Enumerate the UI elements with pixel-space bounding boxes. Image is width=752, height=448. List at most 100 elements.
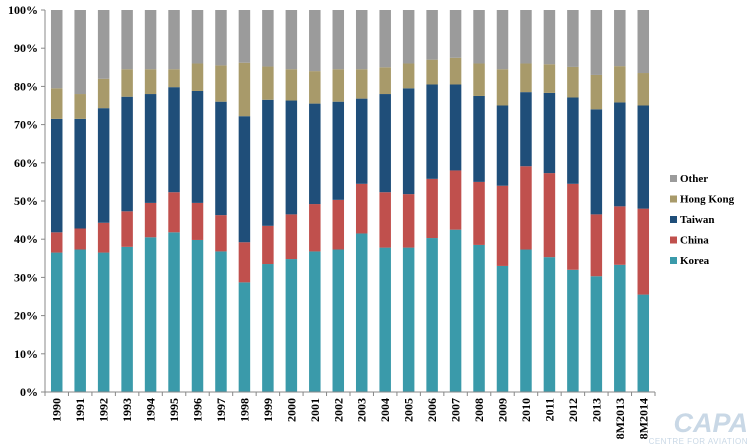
bar-segment-hong-kong-2005 bbox=[402, 63, 415, 89]
bar-segment-korea-2002 bbox=[332, 249, 345, 392]
bar-segment-hong-kong-2013 bbox=[590, 74, 603, 110]
bar-segment-korea-2011 bbox=[543, 257, 556, 392]
x-tick-label: 2000 bbox=[284, 398, 298, 422]
bar-segment-taiwan-2011 bbox=[543, 92, 556, 174]
bar-segment-taiwan-1997 bbox=[215, 101, 227, 216]
bar-segment-china-2005 bbox=[402, 194, 415, 248]
bar-segment-china-1990 bbox=[50, 232, 63, 253]
bar-segment-china-1998 bbox=[238, 242, 251, 283]
x-tick-label: 2001 bbox=[308, 398, 322, 422]
bar-segment-china-8m2013 bbox=[614, 206, 626, 265]
bar-segment-other-2009 bbox=[496, 10, 509, 70]
x-tick-label: 2012 bbox=[566, 398, 580, 422]
bar-segment-china-2012 bbox=[567, 183, 579, 270]
bar-segment-hong-kong-2011 bbox=[543, 64, 556, 93]
bar-segment-other-2001 bbox=[309, 10, 321, 72]
bar-segment-taiwan-2001 bbox=[309, 103, 321, 205]
bar-segment-hong-kong-1995 bbox=[168, 69, 180, 88]
bar-segment-china-1997 bbox=[215, 215, 227, 252]
x-tick-label: 2003 bbox=[355, 398, 369, 422]
bar-segment-korea-2004 bbox=[379, 247, 391, 392]
bar-segment-china-1994 bbox=[144, 202, 157, 238]
bar-segment-taiwan-1994 bbox=[144, 94, 157, 203]
bar-segment-taiwan-2004 bbox=[379, 94, 391, 193]
bar-segment-other-1992 bbox=[97, 10, 110, 79]
bar-segment-china-1991 bbox=[74, 228, 86, 250]
y-tick-label: 10% bbox=[14, 347, 38, 361]
bar-segment-korea-1994 bbox=[144, 237, 157, 392]
bar-segment-hong-kong-2004 bbox=[379, 67, 391, 95]
bar-segment-korea-8m2013 bbox=[614, 264, 626, 392]
bar-segment-korea-2005 bbox=[402, 247, 415, 392]
bar-segment-hong-kong-1997 bbox=[215, 65, 227, 102]
bar-segment-hong-kong-1991 bbox=[74, 94, 86, 119]
bar-segment-korea-8m2014 bbox=[637, 294, 650, 392]
bar-segment-hong-kong-2009 bbox=[496, 69, 509, 106]
x-tick-label: 2007 bbox=[449, 398, 463, 422]
bar-segment-other-2002 bbox=[332, 10, 345, 70]
y-tick-label: 50% bbox=[14, 194, 38, 208]
bar-segment-china-2010 bbox=[520, 166, 532, 250]
bar-segment-other-1997 bbox=[215, 10, 227, 66]
legend-swatch-korea bbox=[670, 257, 677, 264]
legend-swatch-taiwan bbox=[670, 216, 677, 223]
bar-segment-china-1999 bbox=[262, 225, 274, 265]
x-tick-label: 2009 bbox=[496, 398, 510, 422]
x-tick-label: 2006 bbox=[425, 398, 439, 422]
bar-segment-hong-kong-1994 bbox=[144, 69, 157, 95]
bar-segment-korea-2013 bbox=[590, 276, 603, 392]
x-tick-label: 2004 bbox=[378, 398, 392, 422]
bar-segment-other-2012 bbox=[567, 10, 579, 67]
logo-subtext: CENTRE FOR AVIATION bbox=[649, 437, 748, 446]
bar-segment-korea-1992 bbox=[97, 252, 110, 392]
bar-segment-china-2000 bbox=[285, 214, 298, 260]
x-tick-labels: 1990 1991 1992 1993 1994 1995 1996 1997 1998 1999… bbox=[44, 392, 656, 439]
bar-segment-hong-kong-1996 bbox=[191, 63, 204, 91]
y-tick-label: 30% bbox=[14, 270, 38, 284]
x-tick-label: 1998 bbox=[237, 398, 251, 422]
bar-segment-taiwan-1998 bbox=[238, 116, 251, 243]
x-tick-label: 1996 bbox=[191, 398, 205, 422]
legend-swatch-china bbox=[670, 236, 677, 244]
bar-segment-taiwan-2006 bbox=[426, 84, 438, 179]
bar-segment-china-2011 bbox=[543, 173, 556, 258]
legend-label-other: Other bbox=[680, 173, 708, 185]
bar-segment-china-2013 bbox=[590, 214, 603, 277]
bar-segment-hong-kong-2000 bbox=[285, 69, 298, 101]
bar-segment-taiwan-2013 bbox=[590, 109, 603, 215]
legend-label-taiwan: Taiwan bbox=[680, 214, 714, 226]
bar-segment-other-2000 bbox=[285, 10, 298, 70]
legend-swatch-other bbox=[670, 175, 677, 182]
x-tick-label: 1999 bbox=[261, 398, 275, 422]
y-tick-labels: 0% 10% 20% 30% 40% 50% 60% 70% 80% 90% 100% bbox=[8, 3, 45, 399]
y-tick-label: 20% bbox=[14, 309, 38, 323]
bar-segment-china-2006 bbox=[426, 178, 438, 239]
x-tick-label: 1991 bbox=[73, 398, 87, 422]
bar-segment-other-2003 bbox=[355, 10, 368, 70]
bar-segment-taiwan-2007 bbox=[449, 84, 462, 171]
x-tick-label: 1995 bbox=[167, 398, 181, 422]
bar-segment-other-1993 bbox=[121, 10, 133, 70]
x-tick-label: 1992 bbox=[97, 398, 111, 422]
bar-segment-korea-1990 bbox=[50, 252, 63, 392]
bar-segment-korea-1991 bbox=[74, 249, 86, 392]
bar-segment-other-8m2014 bbox=[637, 10, 650, 74]
bar-segment-taiwan-2010 bbox=[520, 92, 532, 167]
x-tick-label: 1993 bbox=[120, 398, 134, 422]
bar-segment-taiwan-1999 bbox=[262, 99, 274, 226]
bar-segment-hong-kong-2007 bbox=[449, 57, 462, 85]
y-tick-label: 100% bbox=[8, 3, 38, 17]
bar-segment-korea-2009 bbox=[496, 265, 509, 392]
x-tick-label: 1990 bbox=[50, 398, 64, 422]
bar-segment-taiwan-2005 bbox=[402, 88, 415, 195]
bar-segment-taiwan-8m2014 bbox=[637, 105, 650, 209]
y-tick-label: 60% bbox=[14, 156, 38, 170]
x-tick-label: 1997 bbox=[214, 398, 228, 422]
bar-segment-hong-kong-2003 bbox=[355, 69, 368, 99]
bar-segment-korea-1998 bbox=[238, 282, 251, 392]
bar-segment-other-1996 bbox=[191, 10, 204, 64]
bar-segment-taiwan-2002 bbox=[332, 101, 345, 200]
bar-segment-other-2011 bbox=[543, 10, 556, 65]
